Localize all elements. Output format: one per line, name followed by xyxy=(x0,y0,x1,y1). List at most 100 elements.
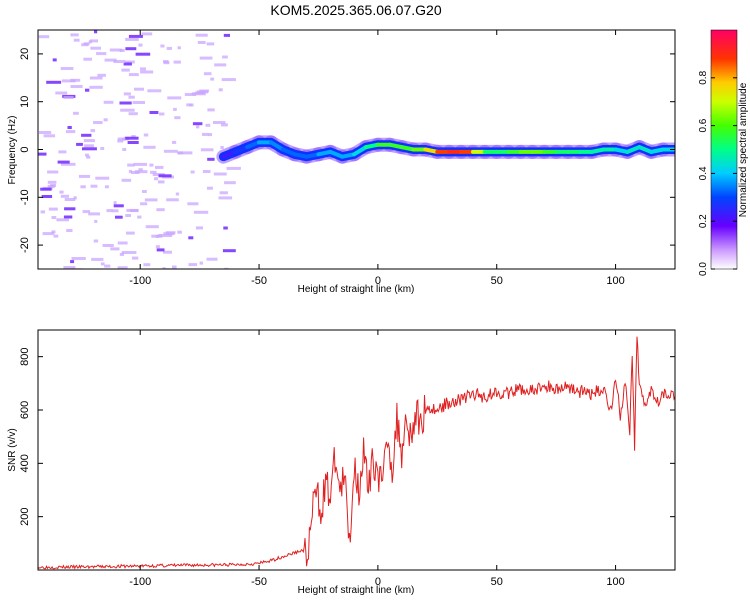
noise-blob xyxy=(88,212,101,216)
y-tick-label: 10 xyxy=(19,96,31,108)
noise-blob xyxy=(119,252,124,256)
noise-blob xyxy=(64,207,76,211)
y-tick-label: 600 xyxy=(19,401,31,419)
noise-blob xyxy=(166,198,179,202)
noise-blob xyxy=(200,148,214,152)
trace-segment xyxy=(233,145,250,154)
trace-segment xyxy=(340,152,357,159)
noise-blob xyxy=(156,248,165,252)
noise-blob xyxy=(188,236,194,240)
y-tick-label: 800 xyxy=(19,347,31,365)
noise-blob xyxy=(81,43,89,47)
noise-blob xyxy=(58,150,67,154)
noise-blob xyxy=(124,60,135,64)
noise-blob xyxy=(38,35,50,39)
trace-segment xyxy=(423,147,440,154)
noise-blob xyxy=(128,73,139,77)
noise-blob xyxy=(125,214,131,217)
noise-blob xyxy=(128,95,135,99)
colorbar-gradient xyxy=(710,29,738,270)
noise-blob xyxy=(195,33,208,37)
noise-blob xyxy=(175,192,180,196)
x-tick-label: -50 xyxy=(251,275,267,287)
noise-blob xyxy=(174,116,181,120)
noise-blob xyxy=(178,151,193,155)
noise-blob xyxy=(56,218,69,222)
noise-blob xyxy=(85,153,89,157)
x-tick-label: 100 xyxy=(606,576,624,588)
noise-blob xyxy=(125,47,137,51)
noise-blob xyxy=(117,241,128,245)
noise-blob xyxy=(213,172,227,176)
noise-blob xyxy=(104,185,109,189)
noise-blob xyxy=(106,209,113,213)
trace-segment xyxy=(352,145,369,157)
colorbar-label: Normalized spectral amplitude xyxy=(738,82,749,217)
noise-blob xyxy=(127,141,139,144)
noise-blob xyxy=(208,133,212,137)
noise-blob xyxy=(222,55,228,59)
noise-blob xyxy=(214,63,227,67)
noise-blob xyxy=(73,111,79,115)
noise-blob xyxy=(221,78,236,82)
trace-segment xyxy=(364,142,380,150)
noise-blob xyxy=(93,239,99,243)
noise-blob xyxy=(163,60,169,64)
noise-blob xyxy=(38,152,47,156)
trace-segment xyxy=(637,145,654,154)
noise-blob xyxy=(157,180,165,184)
y-tick-label: 0 xyxy=(19,146,31,152)
colorbar-tick-label: 0.2 xyxy=(698,214,709,228)
spectrogram-ylabel: Frequency (Hz) xyxy=(7,116,18,185)
noise-blob xyxy=(110,247,120,251)
noise-blob xyxy=(158,234,173,237)
noise-blob xyxy=(224,181,236,185)
y-tick-label: -10 xyxy=(19,189,31,205)
noise-blob xyxy=(128,169,132,173)
noise-blob xyxy=(121,68,130,72)
noise-blob xyxy=(70,85,83,88)
noise-blob xyxy=(133,162,148,166)
noise-blob xyxy=(186,103,192,107)
noise-blob xyxy=(82,147,97,151)
noise-blob xyxy=(104,58,117,62)
noise-blob xyxy=(191,92,206,96)
colorbar: 0.0 0.2 0.4 0.6 0.8 Normalized spectral ampl… xyxy=(698,29,749,276)
noise-blob xyxy=(66,229,73,232)
noise-blob xyxy=(83,139,95,143)
noise-blob xyxy=(163,149,178,153)
noise-blob xyxy=(67,126,72,129)
noise-blob xyxy=(190,170,195,174)
colorbar-tick-label: 0.6 xyxy=(698,118,709,132)
noise-blob xyxy=(150,170,157,174)
noise-blob xyxy=(140,70,154,74)
trace-segment xyxy=(280,147,297,157)
noise-blob xyxy=(103,100,114,104)
noise-blob xyxy=(202,132,209,136)
x-tick-label: -100 xyxy=(129,576,151,588)
noise-blob xyxy=(47,180,57,184)
noise-blob xyxy=(220,146,224,149)
noise-blob xyxy=(218,88,223,92)
noise-blob xyxy=(63,266,76,269)
noise-blob xyxy=(121,178,132,182)
noise-blob xyxy=(135,52,151,56)
noise-blob xyxy=(63,215,73,219)
noise-blob xyxy=(52,58,57,62)
trace-segment xyxy=(221,149,238,159)
snr-xlabel: Height of straight line (km) xyxy=(298,585,415,596)
noise-blob xyxy=(104,264,111,268)
noise-blob xyxy=(224,267,229,269)
noise-blob xyxy=(184,93,197,96)
noise-blob xyxy=(43,134,56,138)
noise-blob xyxy=(48,207,58,211)
noise-blob xyxy=(40,210,46,214)
noise-blob xyxy=(123,62,132,66)
snr-axes: -100 -50 0 50 100 200 400 600 800 xyxy=(19,330,675,588)
noise-blob xyxy=(65,130,76,134)
noise-blob xyxy=(120,108,135,112)
noise-blob xyxy=(80,185,86,189)
trace-segment xyxy=(399,145,416,152)
noise-blob xyxy=(147,89,162,93)
